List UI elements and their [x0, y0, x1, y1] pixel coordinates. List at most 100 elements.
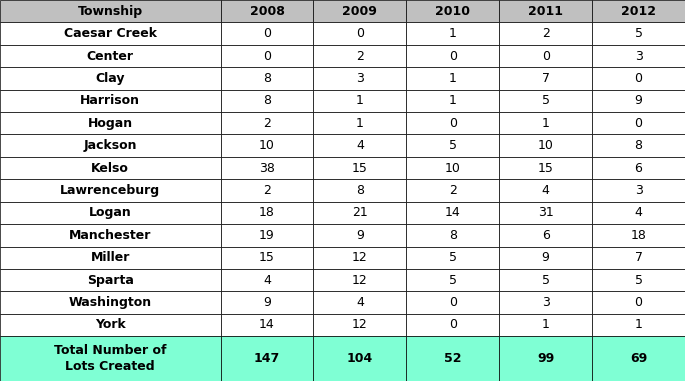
Bar — [592, 202, 685, 224]
Text: 5: 5 — [634, 274, 643, 287]
Text: Kelso: Kelso — [91, 162, 129, 174]
Bar — [499, 224, 592, 247]
Bar — [499, 247, 592, 269]
Text: 1: 1 — [634, 319, 643, 331]
Bar — [406, 0, 499, 22]
Bar — [0, 157, 221, 179]
Bar — [221, 0, 314, 22]
Text: 2012: 2012 — [621, 5, 656, 18]
Bar — [592, 0, 685, 22]
Bar — [221, 314, 314, 336]
Text: Sparta: Sparta — [87, 274, 134, 287]
Text: 0: 0 — [263, 50, 271, 62]
Bar — [221, 291, 314, 314]
Bar — [0, 314, 221, 336]
Text: 147: 147 — [254, 352, 280, 365]
Text: 0: 0 — [634, 72, 643, 85]
Text: Lawrenceburg: Lawrenceburg — [60, 184, 160, 197]
Text: 0: 0 — [634, 296, 643, 309]
Bar — [314, 314, 406, 336]
Text: 4: 4 — [634, 207, 643, 219]
Bar — [406, 112, 499, 134]
Text: Logan: Logan — [89, 207, 132, 219]
Bar — [406, 22, 499, 45]
Bar — [592, 90, 685, 112]
Text: 6: 6 — [542, 229, 549, 242]
Bar — [406, 90, 499, 112]
Bar — [314, 269, 406, 291]
Bar — [499, 314, 592, 336]
Text: 2011: 2011 — [528, 5, 563, 18]
Text: 15: 15 — [538, 162, 553, 174]
Bar — [0, 336, 221, 381]
Text: 3: 3 — [542, 296, 549, 309]
Bar — [314, 157, 406, 179]
Bar — [499, 336, 592, 381]
Bar — [0, 247, 221, 269]
Bar — [592, 134, 685, 157]
Bar — [592, 22, 685, 45]
Text: 8: 8 — [263, 72, 271, 85]
Bar — [314, 202, 406, 224]
Bar — [221, 134, 314, 157]
Text: 0: 0 — [356, 27, 364, 40]
Text: 12: 12 — [352, 251, 368, 264]
Bar — [406, 291, 499, 314]
Bar — [314, 291, 406, 314]
Text: 69: 69 — [630, 352, 647, 365]
Text: 2: 2 — [542, 27, 549, 40]
Bar — [0, 67, 221, 90]
Text: 14: 14 — [259, 319, 275, 331]
Text: 18: 18 — [631, 229, 647, 242]
Bar — [406, 134, 499, 157]
Text: 5: 5 — [449, 274, 457, 287]
Text: 3: 3 — [634, 50, 643, 62]
Text: Clay: Clay — [95, 72, 125, 85]
Text: 8: 8 — [356, 184, 364, 197]
Bar — [221, 202, 314, 224]
Text: 9: 9 — [356, 229, 364, 242]
Text: 0: 0 — [449, 296, 457, 309]
Text: Center: Center — [87, 50, 134, 62]
Bar — [499, 90, 592, 112]
Text: 5: 5 — [634, 27, 643, 40]
Bar — [0, 224, 221, 247]
Text: Manchester: Manchester — [69, 229, 151, 242]
Text: 9: 9 — [634, 94, 643, 107]
Bar — [314, 22, 406, 45]
Text: 2: 2 — [356, 50, 364, 62]
Bar — [406, 336, 499, 381]
Text: 3: 3 — [634, 184, 643, 197]
Bar — [499, 22, 592, 45]
Text: 4: 4 — [263, 274, 271, 287]
Bar — [406, 45, 499, 67]
Bar — [592, 291, 685, 314]
Bar — [406, 157, 499, 179]
Text: 0: 0 — [634, 117, 643, 130]
Bar — [221, 247, 314, 269]
Bar — [221, 90, 314, 112]
Text: Township: Township — [77, 5, 143, 18]
Text: 99: 99 — [537, 352, 554, 365]
Bar — [314, 179, 406, 202]
Text: 8: 8 — [634, 139, 643, 152]
Bar — [592, 179, 685, 202]
Bar — [314, 224, 406, 247]
Bar — [592, 224, 685, 247]
Text: 2: 2 — [263, 117, 271, 130]
Bar — [0, 202, 221, 224]
Text: Hogan: Hogan — [88, 117, 133, 130]
Text: 12: 12 — [352, 319, 368, 331]
Text: 8: 8 — [263, 94, 271, 107]
Bar — [0, 22, 221, 45]
Bar — [499, 112, 592, 134]
Bar — [314, 45, 406, 67]
Text: 7: 7 — [634, 251, 643, 264]
Text: 38: 38 — [259, 162, 275, 174]
Bar — [221, 67, 314, 90]
Text: Jackson: Jackson — [84, 139, 137, 152]
Bar — [406, 67, 499, 90]
Bar — [314, 0, 406, 22]
Text: Miller: Miller — [90, 251, 130, 264]
Bar — [0, 134, 221, 157]
